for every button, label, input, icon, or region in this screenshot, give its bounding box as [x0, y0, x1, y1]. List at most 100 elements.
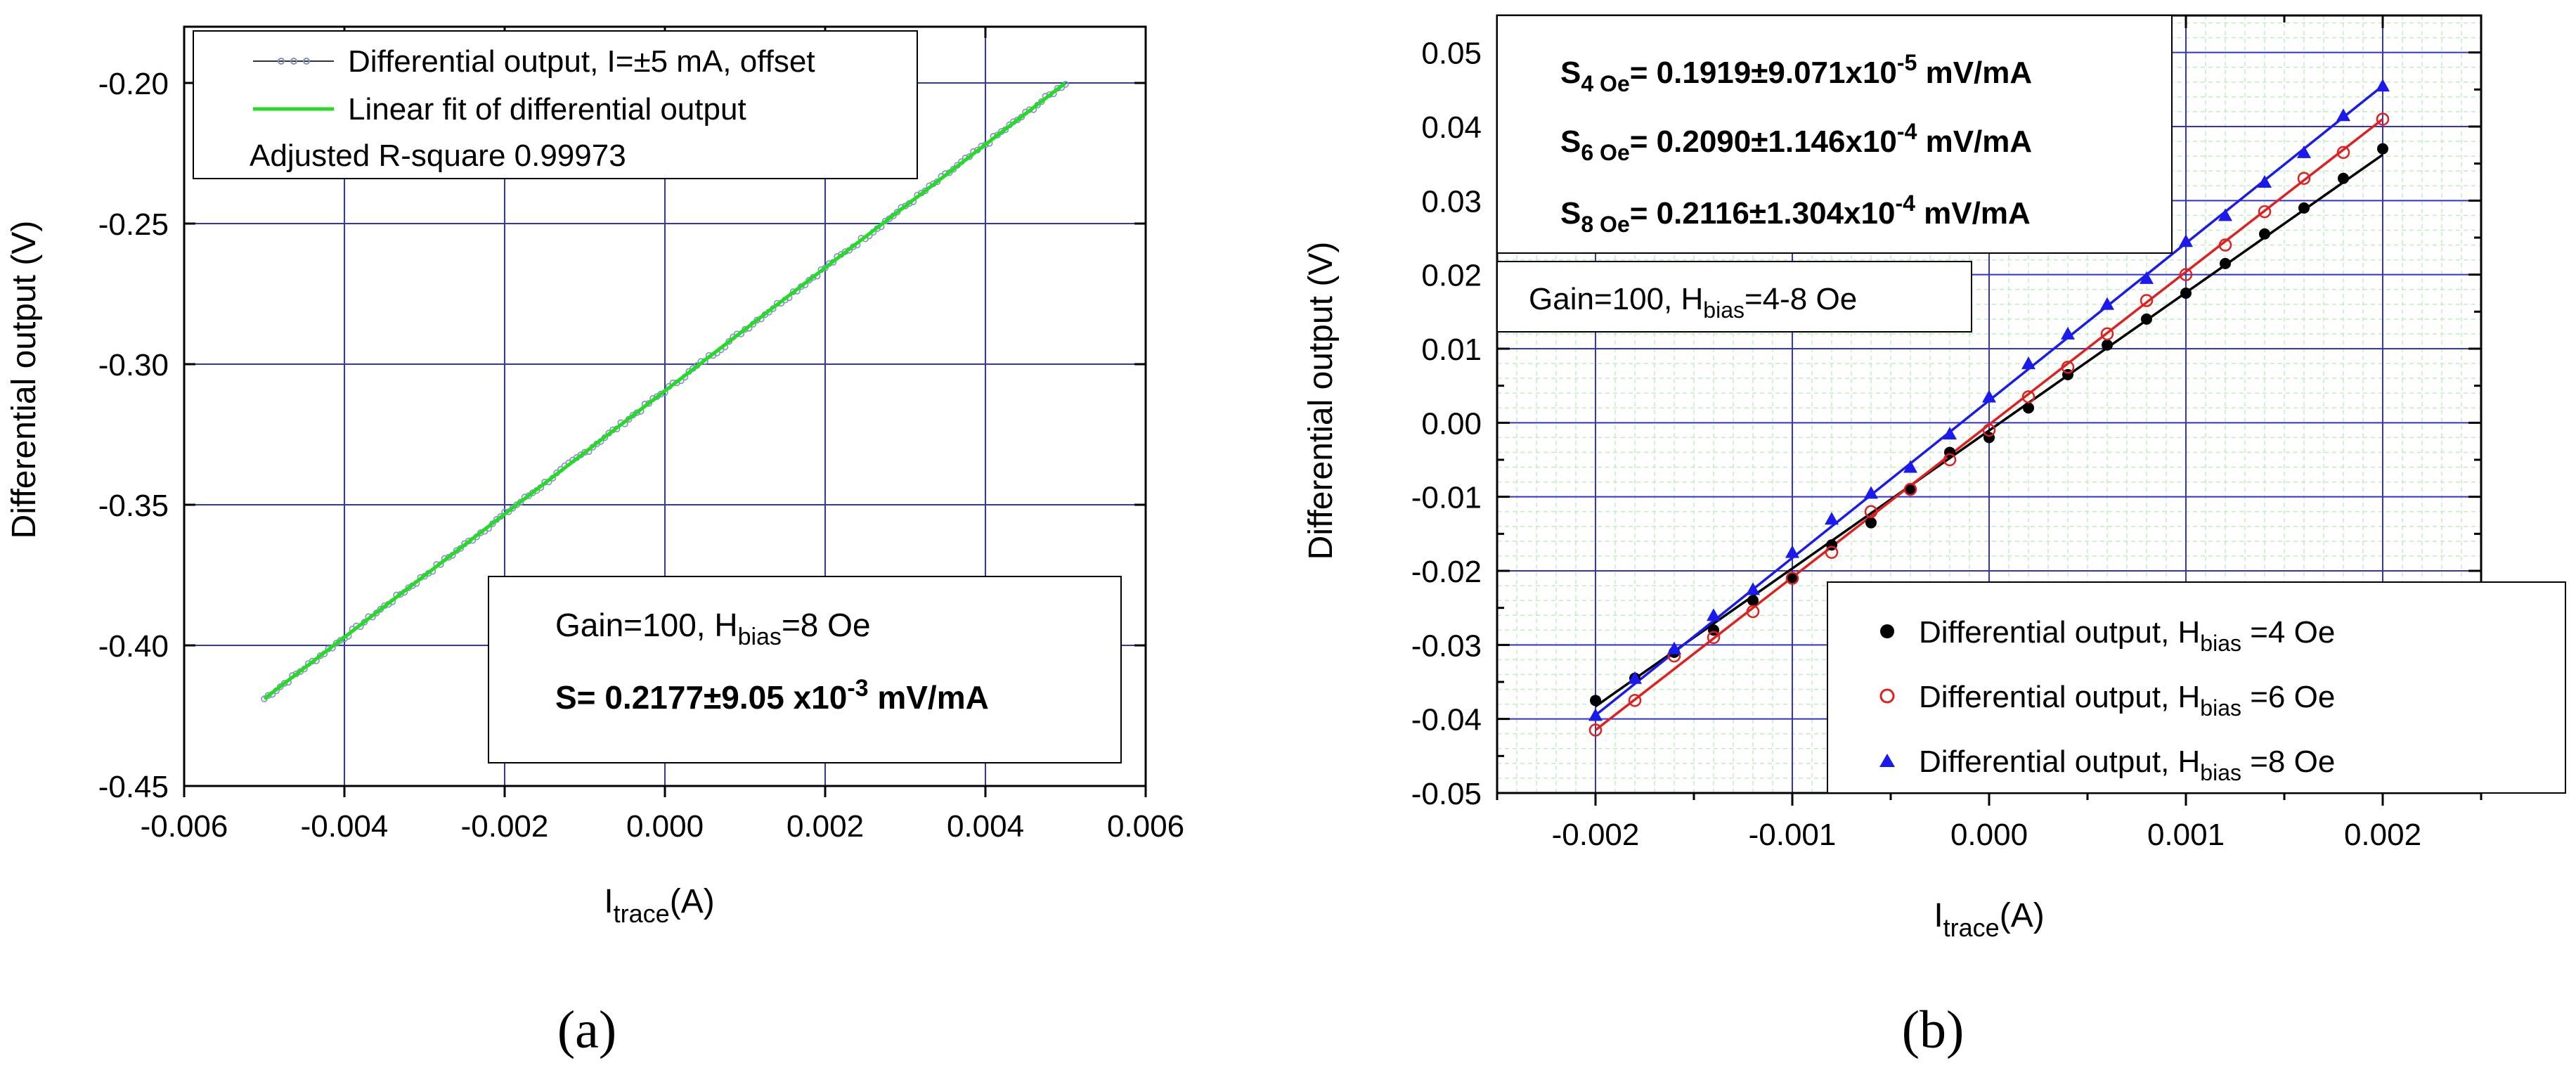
panel-a-y-tick-label: -0.25	[98, 207, 169, 242]
panel-b-fit-line	[1594, 153, 2384, 708]
panel-a-x-tick-label: -0.006	[141, 809, 228, 844]
legend-r-square: Adjusted R-square 0.99973	[250, 138, 626, 173]
panel-a-annotation-box	[488, 576, 1122, 763]
panel-b-point-8-oe	[1903, 460, 1917, 473]
panel-b-point-4-oe	[2259, 228, 2270, 240]
panel-a-gain-text: Gain=100, Hbias=8 Oe	[555, 607, 871, 650]
panel-b-y-axis-label: Differential output (V)	[1302, 242, 1340, 560]
panel-b-point-8-oe	[1667, 641, 1681, 655]
panel-b-point-8-oe	[1943, 427, 1957, 440]
panel-b-point-8-oe	[2100, 297, 2114, 310]
panel-b-sensitivity-frame	[1496, 15, 2173, 254]
panel-a-x-tick-label: 0.006	[1107, 809, 1184, 844]
panel-a-y-axis-label: Differential output (V)	[6, 221, 43, 539]
panel-b-y-tick-label: 0.05	[1421, 37, 1482, 71]
panel-a-ticks: -0.006 -0.004 -0.002 0.000 0.002 0.004 0.006 -0…	[98, 27, 1184, 844]
legend-label-8-oe: Differential output, Hbias =8 Oe	[1919, 745, 2335, 785]
panel-b-point-8-oe	[2218, 208, 2232, 221]
panel-b-point-6-oe	[2061, 361, 2075, 374]
panel-b-point-8-oe	[1707, 608, 1721, 621]
panel-b-point-8-oe	[1628, 671, 1642, 684]
panel-a-x-tick-label: 0.000	[626, 809, 704, 844]
panel-a: -0.006 -0.004 -0.002 0.000 0.002 0.004 0.006 -0…	[6, 25, 1184, 928]
sensitivity-4-oe: S4 Oe= 0.1919±9.071x10-5 mV/mA	[1560, 50, 2032, 96]
panel-b-point-4-oe	[2180, 288, 2192, 299]
legend-swatch-4-oe	[1880, 624, 1894, 638]
panel-b-point-6-oe	[2376, 112, 2390, 126]
panel-b-point-6-oe	[1943, 453, 1957, 467]
panel-b-point-4-oe	[2141, 313, 2152, 325]
panel-b-y-tick-label: -0.03	[1411, 629, 1482, 663]
panel-b-gain-box: Gain=100, Hbias=4-8 Oe	[1496, 261, 1972, 333]
legend-swatch-data-points	[253, 58, 334, 65]
panel-b-point-4-oe	[1865, 517, 1877, 529]
legend-swatch-8-oe	[1879, 754, 1895, 767]
panel-b-point-8-oe	[1825, 512, 1839, 525]
panel-b-point-4-oe	[2338, 172, 2349, 184]
panel-a-x-tick-label: 0.004	[947, 809, 1024, 844]
panel-b: -0.002 -0.001 0.000 0.001 0.002 -0.05 -0.04 -0.…	[1302, 14, 2566, 942]
panel-b-y-tick-label: 0.01	[1421, 333, 1482, 367]
panel-b-point-4-oe	[1590, 695, 1601, 707]
panel-b-y-tick-label: -0.05	[1411, 777, 1482, 811]
panel-b-point-6-oe	[1746, 605, 1760, 619]
panel-a-fit-line	[263, 82, 1067, 700]
panel-a-y-tick-label: -0.20	[98, 67, 169, 101]
panel-a-y-tick-label: -0.40	[98, 629, 169, 664]
panel-b-point-6-oe	[1825, 546, 1839, 559]
panel-b-point-8-oe	[2140, 271, 2154, 284]
panel-b-point-8-oe	[2258, 175, 2272, 188]
panel-a-sensitivity-text: S= 0.2177±9.05 x10-3 mV/mA	[555, 675, 989, 716]
panel-b-point-8-oe	[2021, 356, 2035, 370]
panel-a-legend: Differential output, I=±5 mA, offset Lin…	[193, 30, 918, 179]
panel-b-x-tick-label: 0.001	[2147, 818, 2225, 852]
panel-b-point-8-oe	[2336, 108, 2350, 122]
panel-b-point-4-oe	[1747, 595, 1759, 607]
panel-b-sensitivity-box: S4 Oe= 0.1919±9.071x10-5 mV/mA S6 Oe= 0.…	[1496, 15, 2173, 254]
panel-b-y-tick-label: 0.03	[1421, 184, 1482, 219]
panel-b-point-6-oe	[1864, 505, 1878, 518]
panel-b-point-8-oe	[2061, 326, 2075, 340]
panel-b-point-8-oe	[1864, 486, 1878, 499]
sensitivity-6-oe: S6 Oe= 0.2090±1.146x10-4 mV/mA	[1560, 119, 2032, 165]
panel-b-y-tick-label: 0.02	[1421, 259, 1482, 293]
panel-b-point-4-oe	[2298, 202, 2310, 214]
legend-swatch-6-oe	[1879, 688, 1895, 704]
legend-label-data-points: Differential output, I=±5 mA, offset	[348, 44, 815, 79]
panel-b-point-4-oe	[2377, 143, 2388, 155]
legend-label-4-oe: Differential output, Hbias =4 Oe	[1919, 615, 2335, 656]
panel-b-point-8-oe	[2297, 145, 2311, 158]
legend-label-6-oe: Differential output, Hbias =6 Oe	[1919, 680, 2335, 721]
panel-b-x-tick-label: -0.002	[1552, 818, 1640, 852]
panel-b-point-4-oe	[2102, 339, 2113, 351]
panel-b-legend-box	[1827, 581, 2566, 794]
caption-b: (b)	[1902, 1000, 1965, 1059]
panel-b-point-8-oe	[2179, 234, 2193, 247]
panel-b-point-4-oe	[2023, 402, 2034, 414]
panel-b-point-6-oe	[2100, 327, 2114, 341]
panel-b-point-6-oe	[2140, 294, 2154, 307]
panel-a-y-tick-label: -0.45	[98, 770, 169, 804]
panel-b-point-4-oe	[1787, 572, 1798, 584]
panel-b-point-6-oe	[2336, 146, 2350, 160]
caption-a: (a)	[557, 1000, 616, 1059]
panel-b-point-6-oe	[1588, 723, 1603, 737]
panel-b-gain-frame	[1496, 261, 1972, 333]
panel-b-point-6-oe	[2179, 268, 2193, 281]
panel-b-point-8-oe	[1746, 582, 1760, 595]
panel-b-point-8-oe	[2376, 79, 2390, 92]
panel-a-data-point	[261, 695, 268, 702]
panel-b-point-6-oe	[2218, 238, 2232, 252]
panel-b-y-tick-label: -0.04	[1411, 703, 1482, 737]
panel-b-point-8-oe	[1982, 389, 1996, 403]
panel-b-x-tick-label: 0.000	[1950, 818, 2028, 852]
panel-b-point-6-oe	[1982, 423, 1996, 437]
panel-b-point-6-oe	[2297, 172, 2311, 185]
sensitivity-8-oe: S8 Oe= 0.2116±1.304x10-4 mV/mA	[1560, 191, 2031, 237]
panel-b-y-tick-label: 0.00	[1421, 406, 1482, 441]
panel-b-legend: Differential output, Hbias =4 Oe Differe…	[1827, 581, 2566, 794]
panel-b-data-points	[1588, 79, 2390, 737]
panel-b-point-4-oe	[2220, 257, 2231, 269]
panel-b-gain-text: Gain=100, Hbias=4-8 Oe	[1529, 282, 1857, 323]
